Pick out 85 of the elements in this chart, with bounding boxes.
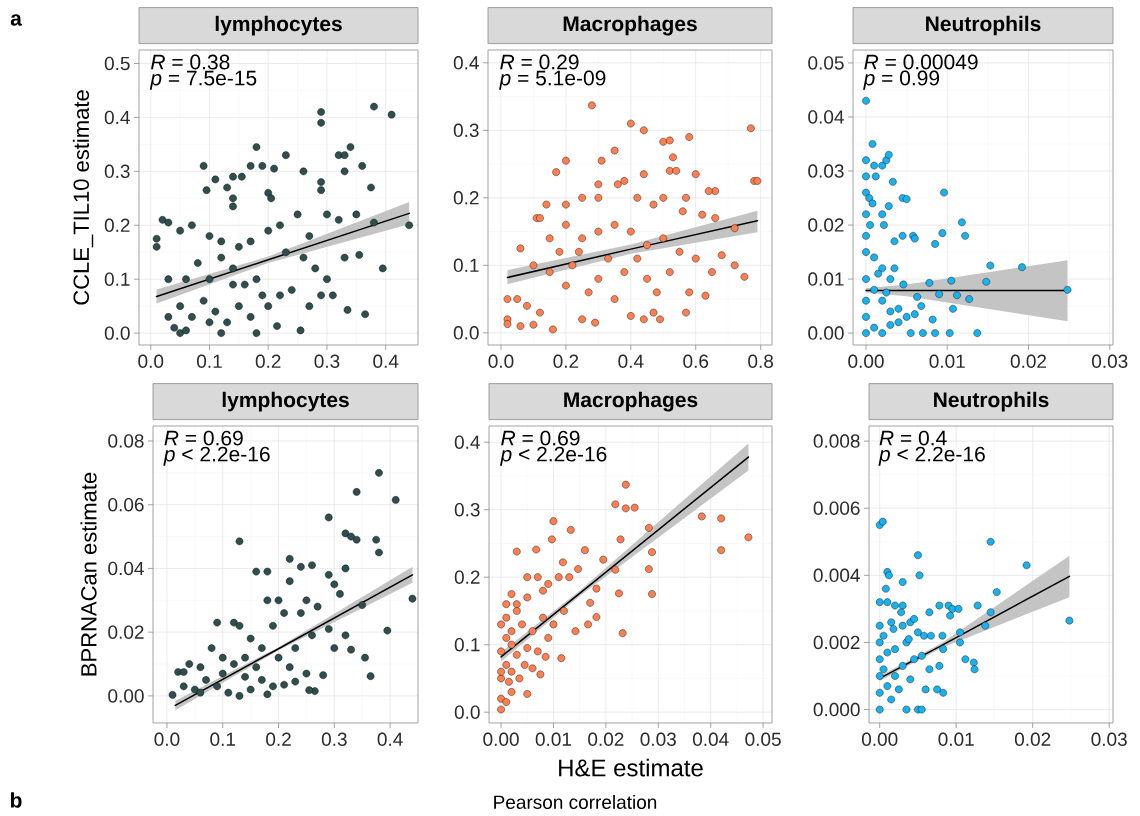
annotation: p < 2.2e-16	[163, 446, 270, 466]
y-tick-label: 0.4	[104, 110, 130, 125]
y-tick-label: 0.00	[108, 689, 144, 703]
x-tick-label: 0.03	[640, 732, 676, 746]
x-tick-label: 0.01	[938, 732, 974, 746]
x-tick-label: 0.01	[535, 732, 572, 746]
x-tick-label: 0.02	[1010, 354, 1047, 368]
annotation: R = 0.00049	[864, 54, 978, 70]
x-tick-label: 0.4	[618, 354, 644, 368]
y-axis-title: CCLE_TIL10 estimate	[72, 90, 94, 305]
y-tick-label: 0.0	[453, 326, 479, 340]
y-tick-label: 0.02	[808, 218, 844, 232]
chart-title: Macrophages	[564, 391, 698, 412]
y-tick-label: 0.02	[108, 625, 144, 639]
x-tick-label: 0.00	[483, 732, 519, 746]
text: Pearson correlation	[494, 795, 657, 809]
x-tick-label: 0.0	[154, 732, 180, 746]
annotation: p < 2.2e-16	[500, 446, 607, 466]
y-tick-label: 0.04	[808, 110, 844, 124]
x-tick-label: 0.05	[745, 732, 781, 746]
y-tick-label: 0.2	[104, 218, 130, 232]
chart-title: Macrophages	[563, 15, 697, 36]
y-tick-label: 0.4	[453, 56, 479, 70]
chart-title: lymphocytes	[222, 391, 349, 412]
y-tick-label: 0.000	[813, 702, 860, 717]
y-tick-label: 0.008	[813, 434, 860, 448]
x-tick-label: 0.3	[321, 732, 347, 746]
y-tick-label: 0.06	[108, 497, 144, 512]
x-tick-label: 0.02	[1014, 732, 1051, 746]
x-tick-label: 0.02	[588, 732, 624, 746]
x-tick-label: 0.1	[210, 732, 236, 746]
y-tick-label: 0.0	[104, 326, 130, 340]
x-tick-label: 0.3	[314, 354, 340, 368]
y-tick-label: 0.002	[813, 635, 860, 650]
text: a	[10, 14, 22, 26]
annotation: R = 0.69	[164, 430, 243, 446]
y-tick-label: 0.00	[808, 326, 844, 340]
y-axis-title: BPRNACan estimate	[80, 472, 97, 676]
x-tick-label: 0.0	[138, 354, 164, 368]
annotation: p = 0.99	[863, 70, 940, 90]
y-tick-label: 0.1	[453, 258, 479, 273]
y-tick-label: 0.3	[453, 123, 479, 138]
y-tick-label: 0.04	[108, 561, 144, 576]
y-tick-label: 0.01	[808, 272, 844, 286]
y-tick-label: 0.1	[104, 272, 130, 286]
x-tick-label: 0.04	[692, 732, 729, 746]
x-tick-label: 0.4	[373, 354, 399, 368]
text: b	[10, 792, 22, 808]
y-tick-label: 0.4	[454, 435, 480, 449]
y-tick-label: 0.004	[813, 568, 860, 583]
x-tick-label: 0.4	[377, 732, 403, 746]
y-tick-label: 0.3	[454, 502, 480, 517]
x-tick-label: 0.00	[848, 354, 884, 368]
x-tick-label: 0.8	[748, 354, 774, 368]
y-tick-label: 0.5	[104, 56, 130, 71]
x-tick-label: 0.2	[255, 354, 281, 368]
x-tick-label: 0.03	[1091, 732, 1127, 746]
y-tick-label: 0.006	[813, 501, 860, 515]
annotation: R = 0.4	[879, 430, 947, 446]
x-tick-label: 0.2	[266, 732, 291, 746]
x-tick-label: 0.00	[861, 732, 898, 746]
annotation: R = 0.69	[501, 430, 580, 446]
x-tick-label: 0.6	[683, 354, 709, 368]
y-tick-label: 0.0	[454, 705, 480, 719]
x-tick-label: 0.03	[1092, 354, 1128, 368]
x-tick-label: 0.0	[488, 354, 514, 368]
x-tick-label: 0.1	[197, 354, 222, 368]
y-tick-label: 0.3	[104, 164, 130, 179]
x-tick-label: 0.2	[553, 354, 579, 368]
y-tick-label: 0.03	[808, 164, 844, 178]
y-tick-label: 0.2	[454, 570, 480, 584]
annotation: p < 2.2e-16	[878, 446, 985, 466]
x-axis-title: H&E estimate	[559, 758, 703, 777]
annotation: p = 7.5e-15	[149, 70, 257, 90]
chart-title: Neutrophils	[926, 15, 1041, 36]
y-tick-label: 0.1	[454, 637, 480, 652]
y-tick-label: 0.08	[108, 434, 144, 448]
annotation: R = 0.29	[500, 54, 579, 70]
x-tick-label: 0.01	[929, 354, 965, 368]
annotation: p = 5.1e-09	[499, 70, 606, 90]
annotation: R = 0.38	[151, 54, 230, 70]
y-tick-label: 0.05	[808, 56, 844, 70]
chart-title: Neutrophils	[934, 391, 1049, 412]
y-tick-label: 0.2	[453, 191, 479, 205]
chart-title: lymphocytes	[215, 15, 342, 36]
